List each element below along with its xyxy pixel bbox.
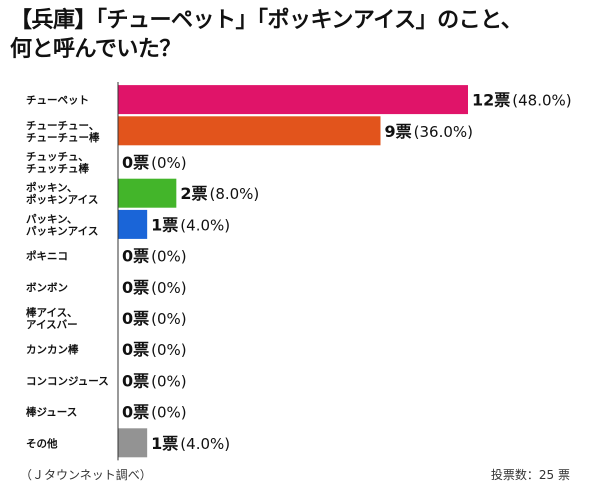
value-label: 2票 (8.0%) [180,184,259,203]
chart-title: 【兵庫】「チューペット」「ポッキンアイス」のこと、 何と呼んでいた？ [10,6,585,64]
value-label: 1票 (4.0%) [151,215,230,234]
value-label: 12票 (48.0%) [472,91,572,110]
category-label: 棒アイス、アイスバー [26,306,78,331]
bar [118,116,381,146]
chart-title-line1: 【兵庫】「チューペット」「ポッキンアイス」のこと、 [10,8,523,33]
category-label: ボンボン [26,281,68,294]
value-label: 0票 (0%) [122,403,187,422]
value-label: 0票 (0%) [122,340,187,359]
total-votes: 投票数：25 票 [490,468,570,482]
category-label: 棒ジュース [26,406,77,419]
source-note: （Ｊタウンネット調べ） [20,468,152,482]
bar [118,428,148,458]
value-label: 1票 (4.0%) [151,434,230,453]
category-label: チューペット [26,95,89,107]
category-label: ポキニコ [26,250,68,263]
chart-title-line2: 何と呼んでいた？ [10,37,181,62]
value-label: 0票 (0%) [122,153,187,172]
category-label: ポッキン、ポッキンアイス [26,181,98,206]
category-label: チューチュー、チューチュー棒 [26,120,100,144]
category-label: コンコンジュース [26,375,109,387]
value-label: 0票 (0%) [122,278,187,297]
category-label: パッキン、パッキンアイス [26,213,98,237]
category-label: チュッチュ、チュッチュ棒 [26,151,89,175]
bar [118,85,468,115]
category-label: その他 [26,437,58,450]
value-label: 9票 (36.0%) [385,122,474,141]
value-label: 0票 (0%) [122,247,187,266]
category-label: カンカン棒 [26,343,79,356]
bar [118,209,148,239]
bar [118,178,177,208]
value-label: 0票 (0%) [122,309,187,328]
value-label: 0票 (0%) [122,371,187,390]
